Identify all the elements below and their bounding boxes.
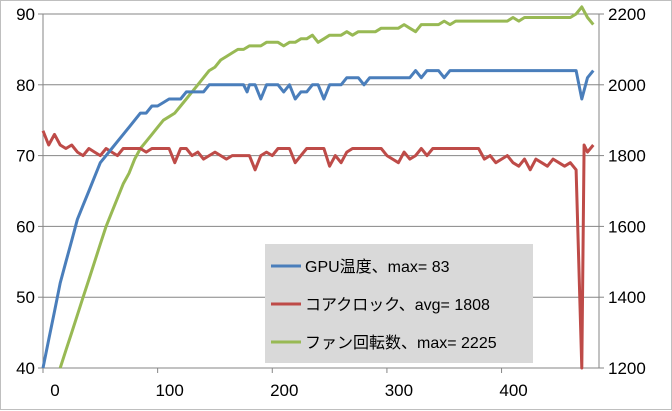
y-tick-label-2: 60: [16, 217, 35, 236]
x-tick-label-0: 0: [50, 381, 59, 400]
y2-tick-label-3: 1800: [608, 147, 646, 166]
legend: GPU温度、max= 83 コアクロック、avg= 1808 ファン回転数、max=…: [265, 244, 533, 363]
y2-tick-label-0: 1200: [608, 359, 646, 378]
legend-box: [265, 244, 533, 363]
y-tick-label-0: 40: [16, 359, 35, 378]
legend-label-0: GPU温度、max= 83: [305, 258, 450, 276]
y2-tick-label-5: 2200: [608, 5, 646, 24]
x-tick-label-1: 100: [155, 381, 183, 400]
y-tick-label-3: 70: [16, 147, 35, 166]
series-line-2: [58, 5, 595, 369]
y-tick-label-4: 80: [16, 76, 35, 95]
y-tick-label-5: 90: [16, 5, 35, 24]
x-tick-label-2: 200: [270, 381, 298, 400]
y2-tick-label-2: 1600: [608, 217, 646, 236]
y2-tick-label-4: 2000: [608, 76, 646, 95]
series-line-1: [41, 130, 595, 370]
x-tick-label-4: 400: [499, 381, 527, 400]
axes: 40 50 60 70 80 90 1200 1400 1600 1800 2000 2200 0 100…: [16, 5, 646, 400]
x-tick-label-3: 300: [385, 381, 413, 400]
series-line-0: [41, 69, 595, 369]
legend-label-1: コアクロック、avg= 1808: [305, 296, 490, 314]
series-lines: [41, 5, 595, 370]
legend-label-2: ファン回転数、max= 2225: [305, 334, 497, 352]
y-tick-label-1: 50: [16, 288, 35, 307]
y2-tick-label-1: 1400: [608, 288, 646, 307]
